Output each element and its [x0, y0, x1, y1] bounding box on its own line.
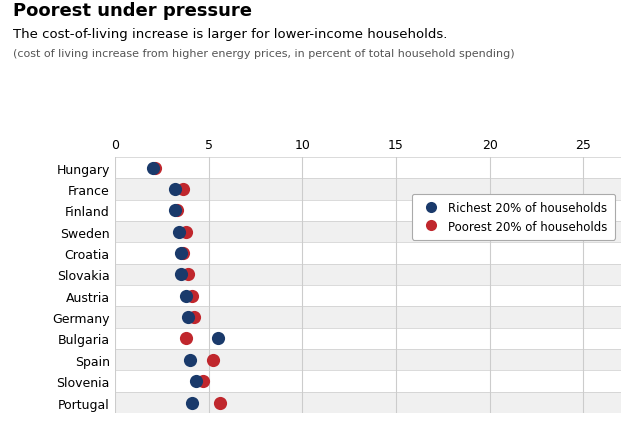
Point: [149, 165, 159, 172]
Bar: [115, 285, 621, 307]
Point: [170, 207, 180, 214]
Point: [177, 186, 188, 193]
Point: [189, 314, 199, 321]
Point: [183, 314, 193, 321]
Point: [170, 186, 180, 193]
Point: [207, 357, 218, 363]
Point: [185, 357, 195, 363]
Bar: [115, 307, 621, 328]
Text: Poorest under pressure: Poorest under pressure: [13, 2, 252, 20]
Point: [175, 271, 186, 278]
Bar: [115, 179, 621, 200]
Bar: [115, 328, 621, 349]
Point: [172, 207, 182, 214]
Bar: [115, 200, 621, 222]
Bar: [115, 264, 621, 285]
Point: [183, 271, 193, 278]
Point: [187, 293, 197, 299]
Bar: [115, 392, 621, 413]
Legend: Richest 20% of households, Poorest 20% of households: Richest 20% of households, Poorest 20% o…: [412, 194, 615, 240]
Point: [187, 399, 197, 406]
Point: [175, 250, 186, 257]
Bar: [115, 371, 621, 392]
Bar: [115, 243, 621, 264]
Point: [173, 229, 184, 236]
Point: [148, 165, 158, 172]
Text: The cost-of-living increase is larger for lower-income households.: The cost-of-living increase is larger fo…: [13, 28, 447, 40]
Bar: [115, 349, 621, 371]
Bar: [115, 158, 621, 179]
Bar: [115, 222, 621, 243]
Point: [181, 229, 191, 236]
Point: [213, 335, 223, 342]
Point: [181, 335, 191, 342]
Text: (cost of living increase from higher energy prices, in percent of total househol: (cost of living increase from higher ene…: [13, 49, 515, 59]
Point: [198, 378, 209, 385]
Point: [215, 399, 225, 406]
Point: [181, 293, 191, 299]
Point: [177, 250, 188, 257]
Point: [191, 378, 201, 385]
